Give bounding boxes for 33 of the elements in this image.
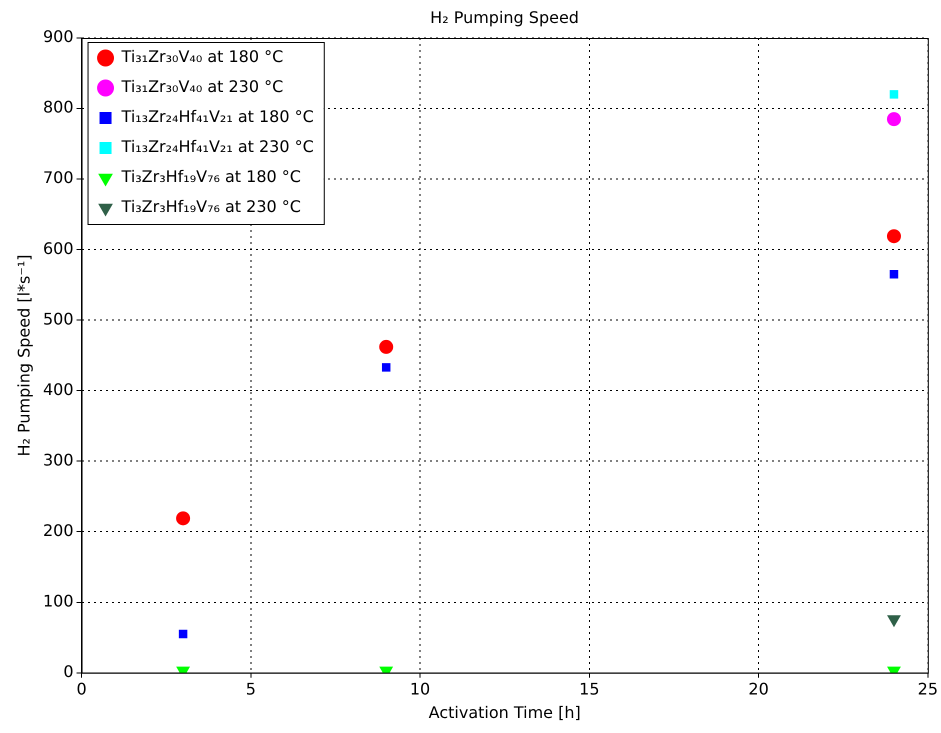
point xyxy=(890,270,898,279)
point xyxy=(176,511,190,526)
y-tick-label: 700 xyxy=(42,168,74,188)
point xyxy=(886,112,901,126)
y-tick-label: 900 xyxy=(42,27,74,46)
y-tick-label: 500 xyxy=(42,309,74,328)
x-tick-label: 0 xyxy=(76,680,87,699)
y-tick-label: 800 xyxy=(42,98,74,117)
point xyxy=(886,229,901,244)
point xyxy=(379,340,394,354)
chart-title: H₂ Pumping Speed xyxy=(430,8,579,27)
y-tick-label: 300 xyxy=(42,450,74,470)
legend-label: Ti₃₁Zr₃₀V₄₀ at 230 °C xyxy=(120,77,284,96)
x-tick-label: 20 xyxy=(748,680,769,699)
legend-label: Ti₃Zr₃Hf₁₉V₇₆ at 180 °C xyxy=(120,167,301,186)
point xyxy=(890,90,898,99)
x-tick-label: 5 xyxy=(246,680,256,699)
x-tick-label: 15 xyxy=(579,680,600,699)
legend-label: Ti₃₁Zr₃₀V₄₀ at 180 °C xyxy=(120,47,284,66)
legend-label: Ti₁₃Zr₂₄Hf₄₁V₂₁ at 180 °C xyxy=(120,107,314,126)
x-tick-label: 10 xyxy=(410,680,430,699)
y-axis-title: H₂ Pumping Speed [l*s⁻¹] xyxy=(14,254,33,456)
point xyxy=(178,630,188,638)
y-tick-label: 400 xyxy=(42,380,74,399)
y-tick-label: 200 xyxy=(42,520,74,540)
x-tick-label: 25 xyxy=(918,680,938,699)
legend-label: Ti₃Zr₃Hf₁₉V₇₆ at 230 °C xyxy=(120,197,301,216)
y-tick-label: 0 xyxy=(63,662,74,681)
y-tick-label: 100 xyxy=(42,591,74,610)
point xyxy=(382,363,390,372)
x-axis-title: Activation Time [h] xyxy=(428,702,581,722)
legend-label: Ti₁₃Zr₂₄Hf₄₁V₂₁ at 230 °C xyxy=(120,137,314,156)
y-tick-label: 600 xyxy=(42,238,74,258)
